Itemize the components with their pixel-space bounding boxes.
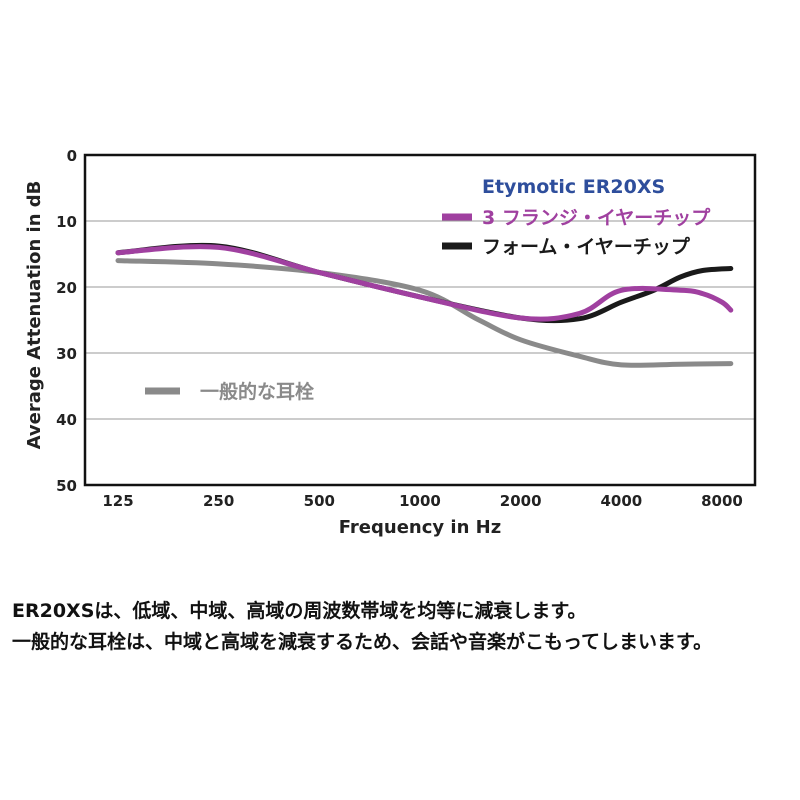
x-tick-label: 4000 <box>600 492 642 510</box>
y-tick-label: 40 <box>56 411 77 429</box>
legend: 3 フランジ・イヤーチップ フォーム・イヤーチップ 一般的な耳栓 <box>145 206 711 403</box>
legend-label-foam: フォーム・イヤーチップ <box>482 235 691 258</box>
caption-line-2: 一般的な耳栓は、中域と高域を減衰するため、会話や音楽がこもってしまいます。 <box>12 631 713 653</box>
x-tick-label: 250 <box>203 492 234 510</box>
y-tick-labels: 0 10 20 30 40 50 <box>56 147 77 495</box>
x-tick-label: 500 <box>304 492 335 510</box>
y-tick-label: 50 <box>56 477 77 495</box>
legend-label-3flange: 3 フランジ・イヤーチップ <box>482 206 711 229</box>
chart-title: Etymotic ER20XS <box>482 176 665 198</box>
y-tick-label: 0 <box>67 147 77 165</box>
attenuation-chart: 0 10 20 30 40 50 125 250 500 1000 2000 4000 8000 Av… <box>24 147 757 538</box>
y-axis-title: Average Attenuation in dB <box>24 181 45 450</box>
caption-line-1: ER20XSは、低域、中域、高域の周波数帯域を均等に減衰します。 <box>12 600 587 622</box>
y-tick-label: 30 <box>56 345 77 363</box>
legend-label-generic: 一般的な耳栓 <box>200 380 314 403</box>
x-tick-label: 2000 <box>500 492 542 510</box>
x-tick-labels: 125 250 500 1000 2000 4000 8000 <box>102 492 743 510</box>
x-tick-label: 8000 <box>701 492 743 510</box>
series-lines <box>115 242 734 368</box>
y-tick-label: 20 <box>56 279 77 297</box>
y-tick-label: 10 <box>56 213 77 231</box>
plot-frame <box>83 153 757 487</box>
x-tick-label: 1000 <box>399 492 441 510</box>
series-3flange-line <box>115 244 734 322</box>
series-generic-line <box>115 258 734 368</box>
x-tick-label: 125 <box>102 492 133 510</box>
x-axis-title: Frequency in Hz <box>339 517 501 538</box>
